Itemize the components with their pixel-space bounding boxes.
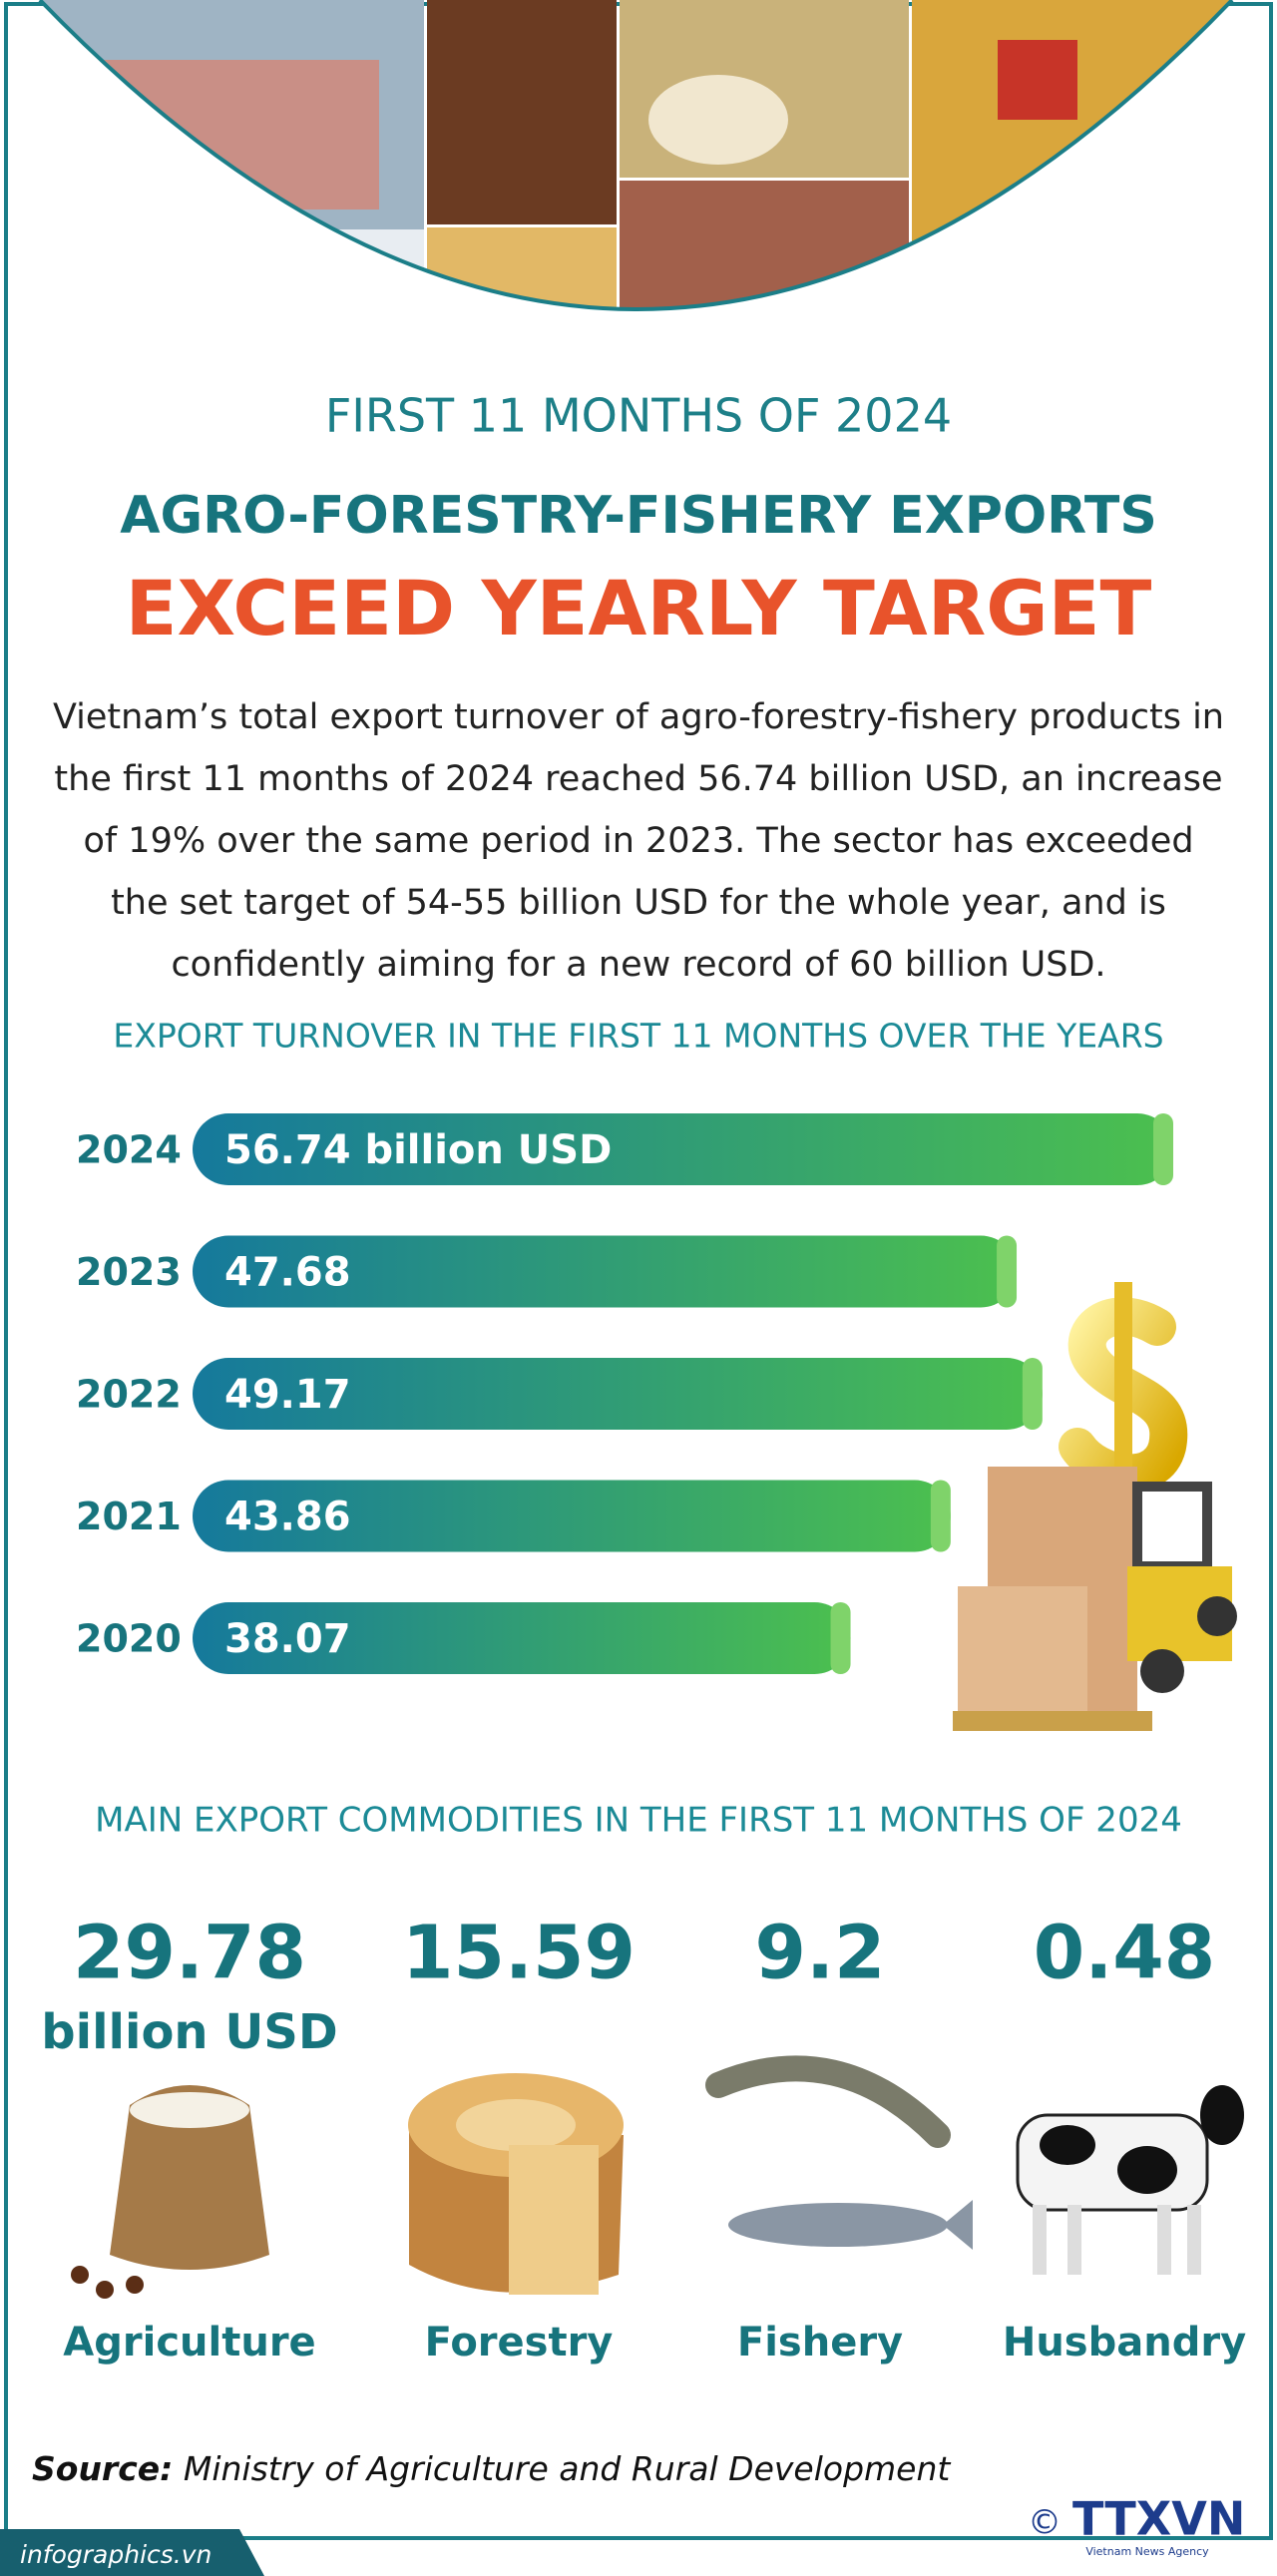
bar xyxy=(193,1480,951,1552)
value-label: 49.17 xyxy=(224,1372,351,1418)
bar-cap xyxy=(997,1235,1018,1308)
bar xyxy=(193,1358,1043,1430)
intro: Vietnam’s total export turnover of agro-… xyxy=(53,697,1224,985)
commodity-name: Agriculture xyxy=(63,2320,315,2365)
bar xyxy=(193,1602,851,1674)
commodity-name: Forestry xyxy=(425,2320,614,2365)
chart-title: EXPORT TURNOVER IN THE FIRST 11 MONTHS O… xyxy=(113,1017,1163,1056)
y-tick-label: 2024 xyxy=(76,1128,182,1172)
footer-site: infographics.vn xyxy=(20,2540,212,2569)
value-label: 47.68 xyxy=(224,1250,351,1296)
forklift-illustration xyxy=(953,1282,1237,1731)
commodity-value: 29.78 xyxy=(73,1911,306,1996)
bar-cap xyxy=(930,1480,951,1552)
y-tick-label: 2021 xyxy=(76,1495,182,1538)
value-label: 56.74 billion USD xyxy=(224,1127,612,1173)
headline: EXCEED YEARLY TARGET xyxy=(126,564,1152,652)
collage-edge xyxy=(38,0,1234,311)
title: AGRO-FORESTRY-FISHERY EXPORTS xyxy=(120,486,1157,546)
agency: Vietnam News Agency xyxy=(1085,2545,1209,2558)
fishery-icon xyxy=(705,2055,973,2250)
bar xyxy=(193,1235,1018,1308)
y-tick-label: 2020 xyxy=(76,1617,182,1661)
commodity-name: Fishery xyxy=(737,2320,903,2365)
bar-cap xyxy=(830,1602,851,1674)
commodity-value: 9.2 xyxy=(754,1911,885,1996)
value-label: 43.86 xyxy=(224,1495,351,1540)
commodity-value: 0.48 xyxy=(1034,1911,1216,1996)
forestry-icon xyxy=(408,2073,624,2295)
commodity-value: 15.59 xyxy=(402,1911,636,1996)
source-text: Ministry of Agriculture and Rural Develo… xyxy=(184,2449,952,2488)
value-label: 38.07 xyxy=(224,1616,351,1662)
subtitle: FIRST 11 MONTHS OF 2024 xyxy=(325,389,952,443)
y-tick-label: 2022 xyxy=(76,1373,182,1417)
unit-label: billion USD xyxy=(41,2004,337,2060)
commodities-title: MAIN EXPORT COMMODITIES IN THE FIRST 11 … xyxy=(95,1801,1182,1841)
commodity-name: Husbandry xyxy=(1003,2320,1246,2365)
y-tick-label: 2023 xyxy=(76,1250,182,1294)
photo-collage xyxy=(40,0,1232,309)
source-label: Source: xyxy=(32,2449,173,2488)
agriculture-icon xyxy=(71,2085,269,2299)
husbandry-icon xyxy=(1016,2085,1244,2275)
copyright: © xyxy=(1028,2503,1062,2543)
bar-cap xyxy=(1022,1358,1043,1430)
bar xyxy=(193,1113,1173,1185)
bar-cap xyxy=(1153,1113,1173,1185)
footer-tab xyxy=(0,2529,264,2576)
source: Source: Ministry of Agriculture and Rura… xyxy=(32,2449,951,2488)
logo: TTXVN xyxy=(1072,2492,1245,2546)
